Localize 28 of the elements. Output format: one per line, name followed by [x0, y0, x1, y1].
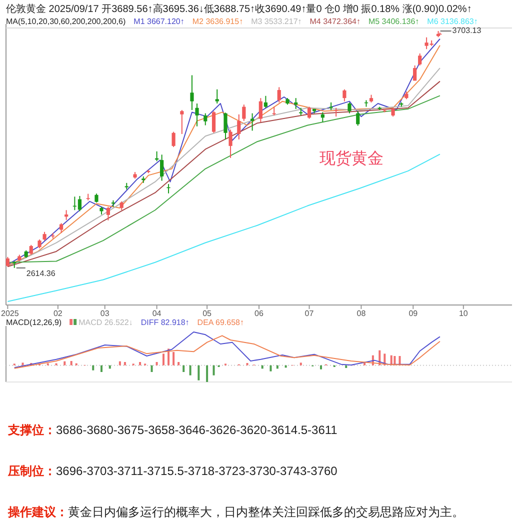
text: M5 3406.136↑ — [368, 17, 420, 26]
legend-label: MACD 26.522↓ — [78, 318, 133, 327]
chart-title: 伦敦黄金 2025/09/17 开3689.56↑高3695.36↓低3688.75↑收3690.49↑量0 仓0 增0 振0.18% 涨(0.90)0.02%↑ — [6, 3, 472, 15]
legend-title: MA(5,10,20,30,60,200,200,200,6) — [6, 17, 126, 26]
x-tick-label: 05 — [202, 309, 212, 318]
x-tick-label: 06 — [254, 309, 264, 318]
series-label: DIFF 82.918↑ — [140, 318, 190, 327]
text: M2 3636.915↑ — [192, 17, 244, 26]
annotation: 3703.13 — [452, 26, 482, 36]
x-tick-label: 07 — [304, 309, 314, 318]
text: M1 3667.120↑ — [134, 17, 184, 26]
x-tick-label: 02 — [53, 309, 63, 318]
text: M6 3136.863↑ — [427, 17, 478, 26]
x-tick-label: 08 — [356, 309, 366, 318]
x-tick-label: 04 — [152, 309, 162, 318]
text: M4 3472.364↑ — [310, 17, 360, 26]
text: 支撑位：3686-3680-3675-3658-3646-3626-3620-3614.5-3611 — [7, 423, 338, 437]
x-tick-label: 03 — [100, 309, 110, 318]
annotation: 现货黄金 — [320, 150, 384, 168]
text: 操作建议：黄金日内偏多运行的概率大，日内整体关注回踩低多的交易思路应对为主。 — [7, 505, 464, 519]
x-tick-label: 09 — [408, 309, 418, 318]
chart-title: MACD(12,26,9) — [6, 318, 62, 327]
annotation: 2614.36 — [26, 268, 56, 278]
series-label: DEA 69.658↑ — [197, 318, 244, 327]
x-tick-label: 10 — [458, 309, 468, 318]
text: 压制位：3696-3703-3711-3715.5-3718-3723-3730-3743-3760 — [7, 464, 338, 478]
text: M3 3533.217↑ — [251, 17, 302, 26]
x-tick-label: 2025 — [1, 309, 20, 318]
